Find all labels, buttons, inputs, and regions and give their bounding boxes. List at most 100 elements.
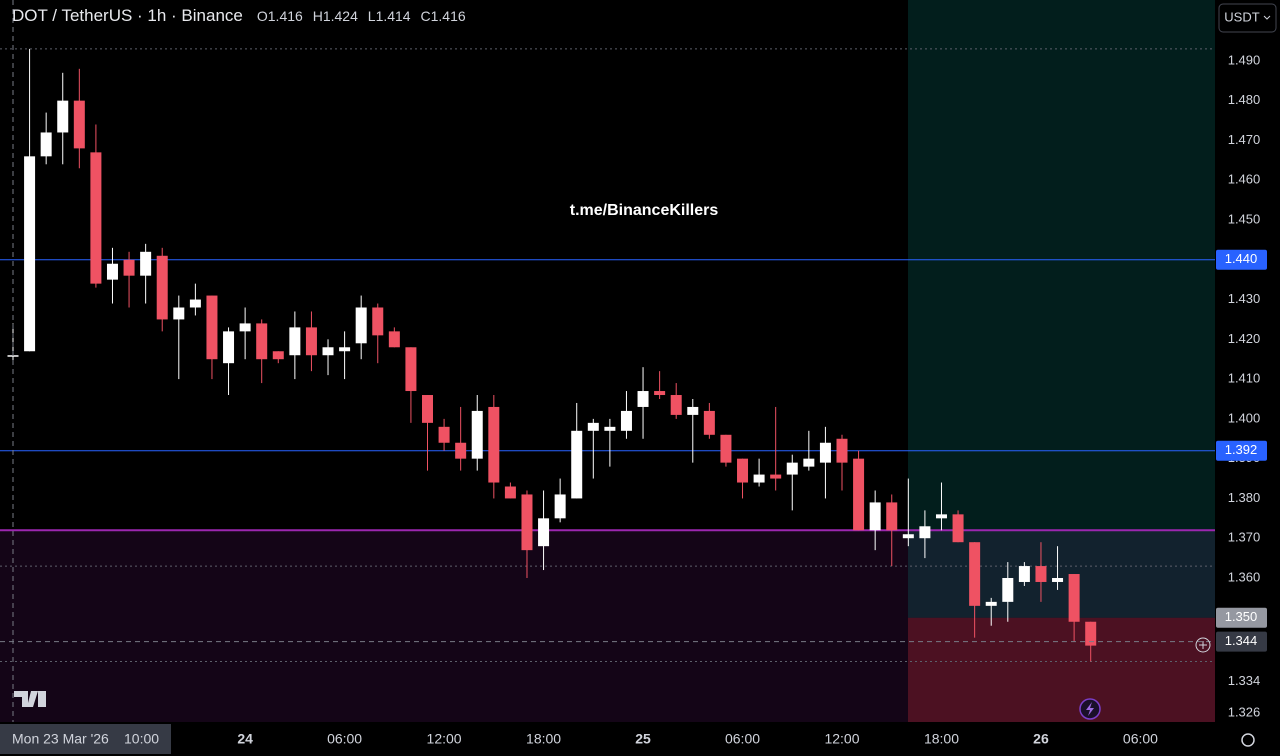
crosshair-time: 10:00: [124, 731, 159, 747]
candle-body: [455, 442, 467, 459]
candle-body: [289, 327, 301, 356]
candle-body: [173, 307, 185, 320]
candle-body: [620, 410, 632, 431]
price-tag: 1.392: [1225, 442, 1258, 457]
add-button-plus: [1199, 641, 1207, 649]
chart-title: DOT / TetherUS · 1h · Binance: [12, 6, 243, 25]
candle-body: [770, 474, 782, 479]
candle-body: [223, 331, 235, 364]
candle-body: [272, 351, 284, 360]
candle-body: [189, 299, 201, 308]
y-tick-label: 1.334: [1228, 673, 1261, 688]
crosshair-tag-bg: [1216, 631, 1267, 652]
y-tick-label: 1.480: [1228, 92, 1261, 107]
currency-button[interactable]: [1218, 3, 1277, 33]
candle-body: [786, 462, 798, 475]
candle-body: [952, 514, 964, 543]
price-tag: 1.440: [1225, 251, 1258, 266]
candle-body: [654, 391, 666, 396]
candle-body: [488, 406, 500, 483]
candle-body: [1085, 621, 1097, 646]
candle-body: [106, 263, 118, 280]
ohlc-item: L1.414: [368, 8, 411, 24]
header: DOT / TetherUS · 1h · Binance O1.416 H1.…: [12, 6, 472, 26]
y-tick-label: 1.430: [1228, 291, 1261, 306]
x-tick-label: 12:00: [824, 731, 859, 747]
x-tick-label: 18:00: [526, 731, 561, 747]
y-tick-label: 1.470: [1228, 132, 1261, 147]
candle-body: [1018, 566, 1030, 582]
candle-body: [471, 410, 483, 459]
price-tag-bg: [1216, 440, 1267, 461]
candle-body: [239, 323, 251, 332]
x-tick-label: 25: [635, 731, 651, 747]
candle-body: [604, 426, 616, 431]
x-tick-label: 18:00: [924, 731, 959, 747]
candle-body: [256, 323, 268, 360]
y-tick-label: 1.370: [1228, 530, 1261, 545]
candle-body: [405, 347, 417, 392]
y-tick-label: 1.360: [1228, 569, 1261, 584]
watermark: t.me/BinanceKillers: [570, 202, 719, 219]
ohlc-label: O: [256, 8, 268, 24]
candle-body: [206, 295, 218, 360]
ohlc-item: C1.416: [421, 8, 466, 24]
y-tick-label: 1.490: [1228, 52, 1261, 67]
candle-body: [40, 132, 52, 157]
y-tick-label: 1.380: [1228, 490, 1261, 505]
crosshair-date: Mon 23 Mar '26: [12, 731, 109, 747]
candle-body: [422, 395, 433, 423]
ohlc-label: L: [367, 8, 376, 24]
y-tick-label: 1.450: [1228, 211, 1261, 226]
entry-tag-bg: [1216, 607, 1267, 628]
y-tick-label: 1.326: [1228, 705, 1261, 720]
ohlc-value: 1.414: [375, 8, 411, 24]
candle-body: [24, 156, 36, 352]
crosshair-date-bg: [0, 724, 171, 754]
candle-body: [985, 601, 997, 606]
candle-body: [156, 255, 168, 320]
ohlc-value: 1.416: [267, 8, 303, 24]
candle-body: [637, 391, 649, 407]
candle-body: [372, 307, 384, 336]
ohlc-label: C: [420, 8, 431, 24]
candle-body: [819, 442, 831, 463]
candle-body: [438, 426, 450, 443]
x-tick-label: 06:00: [327, 731, 362, 747]
candle-body: [322, 347, 334, 356]
x-tick-label: 06:00: [725, 731, 760, 747]
candle-body: [1068, 574, 1080, 622]
ohlc-legend: O1.416 H1.424 L1.414 C1.416: [257, 8, 472, 24]
price-tag-bg: [1216, 249, 1267, 270]
candle-body: [538, 518, 550, 547]
chevron: [1263, 15, 1271, 20]
crosshair-tag: 1.344: [1225, 633, 1258, 648]
candle-body: [737, 458, 749, 483]
candle-body: [703, 410, 715, 435]
candle-body: [305, 327, 317, 356]
tv-logo: [14, 691, 46, 707]
candle-body: [504, 486, 516, 499]
candle-body: [969, 542, 981, 606]
ohlc-item: H1.424: [313, 8, 358, 24]
candle-body: [1052, 577, 1064, 582]
candle-body: [388, 331, 400, 348]
settings-icon[interactable]: [1241, 733, 1255, 747]
candle-body: [571, 430, 583, 499]
candle-body: [73, 100, 85, 149]
candle-body: [670, 395, 682, 415]
time-axis: [0, 722, 1280, 756]
candle-body: [720, 434, 732, 463]
y-tick-label: 1.410: [1228, 371, 1261, 386]
candle-body: [803, 458, 815, 467]
candle-body: [886, 502, 898, 531]
x-tick-label: 12:00: [427, 731, 462, 747]
candle-body: [57, 100, 69, 133]
candle-body: [919, 526, 931, 539]
add-button[interactable]: [1195, 637, 1211, 653]
candle-body: [836, 438, 848, 463]
candle-body: [935, 514, 947, 519]
candle-body: [355, 307, 367, 344]
position-loss: [908, 617, 1215, 722]
